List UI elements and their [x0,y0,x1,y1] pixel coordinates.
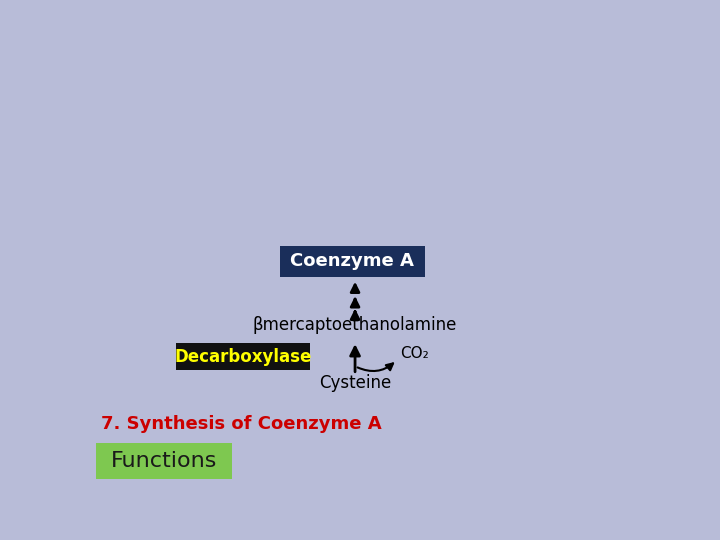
Text: Decarboxylase: Decarboxylase [175,348,312,366]
FancyBboxPatch shape [280,246,425,277]
FancyBboxPatch shape [96,443,233,478]
Text: 7. Synthesis of Coenzyme A: 7. Synthesis of Coenzyme A [101,415,382,434]
FancyBboxPatch shape [176,343,310,370]
Text: Coenzyme A: Coenzyme A [290,252,414,270]
Text: βmercaptoethanolamine: βmercaptoethanolamine [253,316,457,334]
Text: Cysteine: Cysteine [319,374,391,392]
Text: CO₂: CO₂ [400,346,428,361]
Text: Functions: Functions [110,451,217,471]
